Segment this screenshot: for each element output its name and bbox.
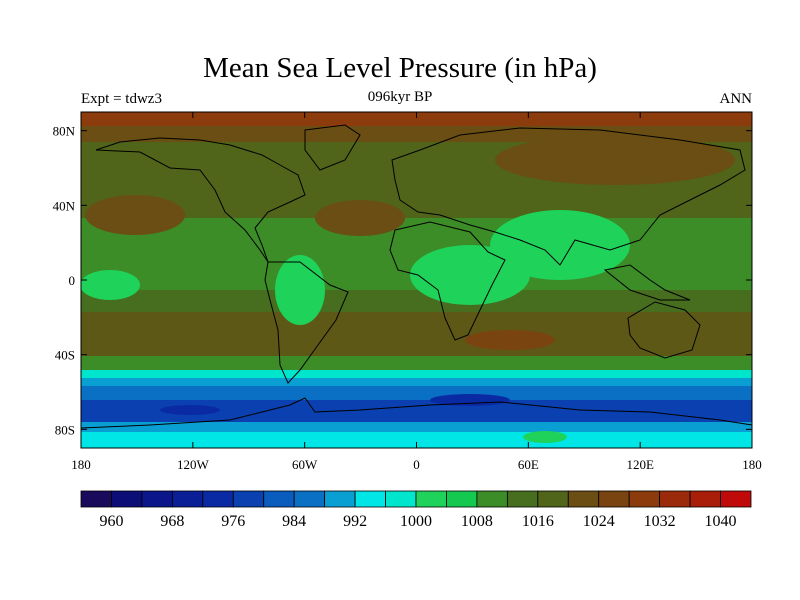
colorbar-swatch [80,490,112,508]
colorbar-swatch [111,490,143,508]
colorbar-label: 984 [282,513,306,530]
lon-tick-label: 180 [742,457,762,472]
colorbar-label: 1000 [400,513,432,530]
experiment-label: Expt = tdwz3 [81,91,162,107]
colorbar-swatch [141,490,173,508]
colorbar-swatch [232,490,265,508]
colorbar-label: 992 [343,513,367,530]
colorbar-swatch [567,490,600,508]
colorbar-swatch [537,490,569,508]
pressure-field [81,112,752,448]
colorbar-swatch [171,490,204,508]
colorbar: 960 968 976 984 992 1000 1008 1016 1024 1032 1040 [80,490,752,530]
colorbar-label: 1024 [583,513,615,530]
colorbar-swatch [415,490,447,508]
colorbar-label: 976 [221,513,245,530]
colorbar-swatch [598,490,630,508]
colorbar-swatch [476,490,508,508]
colorbar-label: 1008 [461,513,493,530]
season-label: ANN [719,91,753,107]
colorbar-swatch [293,490,326,508]
lat-tick-label: 40S [55,348,75,363]
colorbar-label: 960 [99,513,123,530]
colorbar-swatch [506,490,539,508]
coastlines [81,124,752,429]
latitude-axis: 80N 40N 0 40S 80S [53,124,752,437]
colorbar-label: 1040 [705,513,737,530]
colorbar-swatch [446,490,478,508]
colorbar-label: 1032 [644,513,676,530]
lon-tick-label: 180 [71,457,91,472]
lon-tick-label: 60W [292,457,318,472]
lon-tick-label: 0 [413,457,420,472]
chart-title: Mean Sea Level Pressure (in hPa) [203,52,597,84]
colorbar-label: 1016 [522,513,554,530]
colorbar-swatch [720,490,752,508]
period-label: 096kyr BP [367,89,433,105]
longitude-axis: 180 120W 60W 0 60E 120E 180 [71,112,762,472]
colorbar-swatch [354,490,386,508]
colorbar-label: 968 [160,513,184,530]
lat-tick-label: 40N [53,198,76,213]
lat-tick-label: 0 [69,273,76,288]
colorbar-swatch [385,490,417,508]
colorbar-swatch [689,490,721,508]
lat-tick-label: 80N [53,124,76,139]
lon-tick-label: 120W [177,457,210,472]
colorbar-swatch [628,490,661,508]
lon-tick-label: 120E [626,457,654,472]
colorbar-swatch [659,490,691,508]
lat-tick-label: 80S [55,422,75,437]
colorbar-swatch [263,490,295,508]
colorbar-swatch [202,490,234,508]
lon-tick-label: 60E [518,457,539,472]
colorbar-swatch [324,490,356,508]
